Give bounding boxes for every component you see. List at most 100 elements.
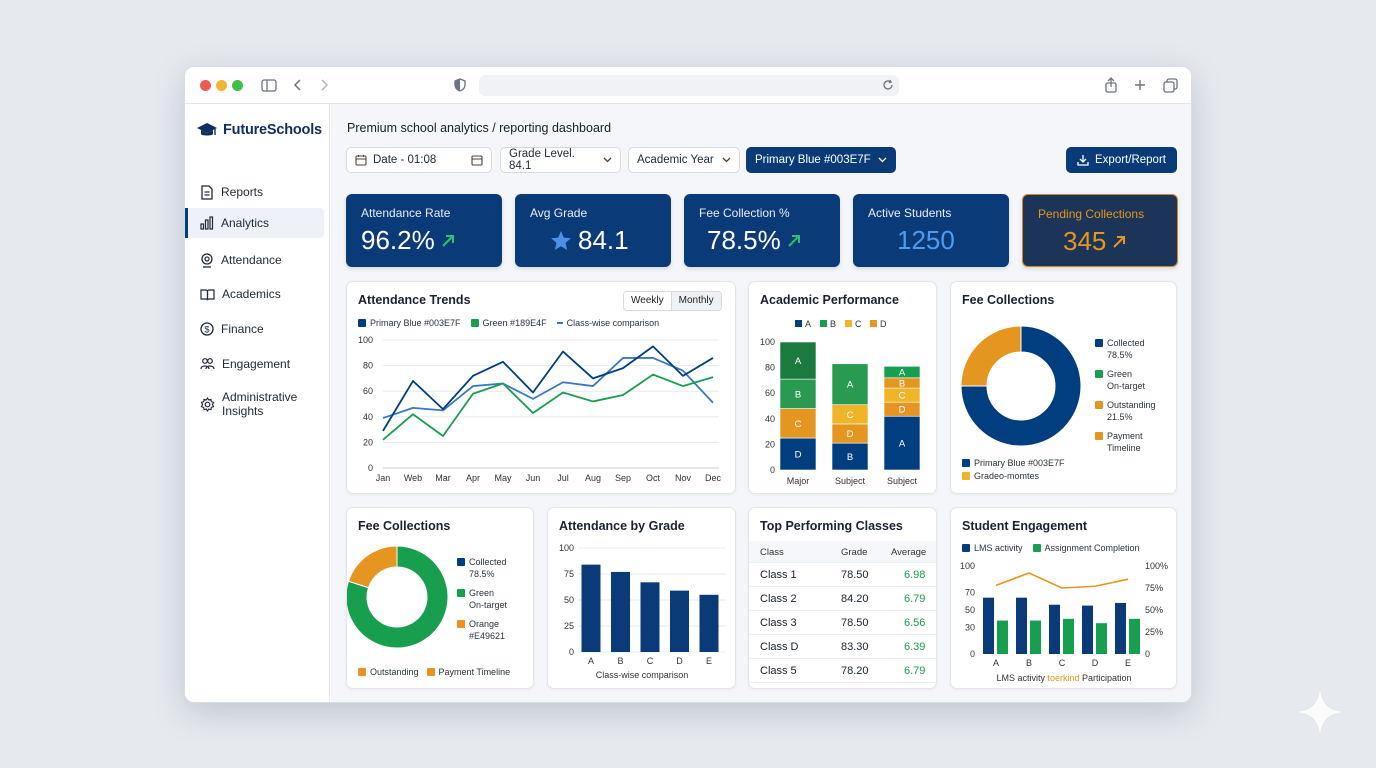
sidebar-item-finance[interactable]: $ Finance (185, 317, 330, 341)
table-row[interactable]: Class 1 78.50 6.98 (749, 563, 936, 587)
x-tick-label: Subject (887, 476, 918, 486)
kpi-value: 345 (1063, 226, 1107, 256)
sidebar-item-analytics[interactable]: Analytics (185, 208, 324, 238)
legend-label: Collected 78.5% (1107, 337, 1145, 361)
sidebar-item-reports[interactable]: Reports (185, 180, 330, 204)
download-icon (1077, 155, 1089, 166)
sidebar-item-administrative-insights[interactable]: Administrative Insights (185, 387, 330, 421)
top-classes-card: Top Performing Classes Class Grade Avera… (748, 507, 937, 689)
kpi-value: 1250 (897, 225, 955, 255)
y-tick-label: 50 (965, 605, 975, 615)
kpi-value: 96.2% (361, 225, 435, 255)
close-window-button[interactable] (200, 80, 211, 91)
share-icon[interactable] (1102, 76, 1120, 94)
stacked-bar-segment (779, 378, 817, 409)
grade-level-dropdown[interactable]: Grade Level. 84.1 (500, 147, 621, 173)
back-arrow-icon[interactable] (289, 76, 307, 94)
x-tick-label: Jul (557, 473, 569, 483)
bar-assignment (1096, 623, 1107, 654)
x-axis-label: LMS activity toerkind Participation (996, 673, 1131, 683)
legend-swatch (556, 322, 563, 324)
color-theme-dropdown[interactable]: Primary Blue #003E7F (746, 147, 896, 173)
legend-line: Collected (469, 557, 507, 567)
table-cell-cls: Class 1 (760, 569, 797, 581)
kpi-card-avg-grade[interactable]: Avg Grade 84.1 (515, 194, 671, 267)
y-tick-label: 20 (363, 437, 373, 447)
table-row[interactable]: Class 5 78.20 6.79 (749, 659, 936, 683)
sidebar-item-label: Reports (221, 185, 264, 199)
y-tick-label: 40 (765, 414, 775, 424)
stacked-bar-segment (883, 366, 921, 379)
toggle-monthly[interactable]: Monthly (671, 292, 721, 310)
sidebar-item-academics[interactable]: Academics (185, 282, 330, 306)
new-tab-icon[interactable] (1131, 76, 1149, 94)
graduation-cap-icon (197, 123, 217, 136)
main-content: Premium school analytics / reporting das… (331, 104, 1191, 702)
legend-label: Green On-target (1107, 368, 1145, 392)
x-tick-label: E (1125, 658, 1131, 668)
maximize-window-button[interactable] (232, 80, 243, 91)
legend-swatch (795, 320, 802, 327)
legend-item: Outstanding 21.5% (1095, 399, 1156, 423)
table-cell-avg: 6.79 (904, 665, 926, 677)
x-tick-label: Jun (526, 473, 541, 483)
column-header-grade: Grade (841, 547, 868, 558)
y-tick-label: 40 (363, 412, 373, 422)
table-row[interactable]: Class 2 84.20 6.79 (749, 587, 936, 611)
toggle-weekly[interactable]: Weekly (624, 292, 672, 310)
kpi-value: 78.5% (707, 225, 781, 255)
bar-lms (983, 597, 994, 654)
y-tick-label: 100 (960, 561, 975, 571)
y-tick-label: 0 (569, 647, 574, 657)
bar-lms (1049, 604, 1060, 654)
table-row[interactable]: Class 3 78.50 6.56 (749, 611, 936, 635)
legend-label: Class-wise comparison (566, 318, 660, 328)
forward-arrow-icon[interactable] (315, 76, 333, 94)
sidebar-item-engagement[interactable]: Engagement (185, 352, 330, 376)
brand[interactable]: FutureSchools (196, 121, 322, 139)
table-row[interactable]: Class D 83.30 6.39 (749, 635, 936, 659)
card-title: Fee Collections (358, 519, 451, 533)
export-label: Export/Report (1095, 154, 1166, 166)
stacked-bar-segment (779, 341, 817, 380)
bar-label: A (847, 380, 854, 391)
x-axis-label-part: LMS activity (996, 673, 1047, 683)
calendar-icon (355, 155, 367, 166)
y-tick-label: 20 (765, 439, 775, 449)
legend-swatch (820, 320, 827, 327)
address-bar[interactable] (479, 75, 899, 96)
tabs-overview-icon[interactable] (1161, 76, 1179, 94)
legend-swatch (358, 319, 366, 327)
donut-slice (347, 545, 449, 649)
x-tick-label: Jan (376, 473, 391, 483)
date-filter[interactable]: Date - 01:08 (346, 147, 492, 173)
table-cell-cls: Class D (760, 641, 799, 653)
kpi-card-pending-collections[interactable]: Pending Collections 345 (1022, 194, 1178, 267)
legend-line: 78.5% (1107, 350, 1133, 360)
trend-up-arrow-icon (1113, 235, 1126, 248)
table-cell-cls: Class 5 (760, 665, 797, 677)
sidebar-item-attendance[interactable]: Attendance (185, 248, 330, 272)
table-cell-avg: 6.39 (904, 641, 926, 653)
x-tick-label: E (706, 656, 712, 666)
export-report-button[interactable]: Export/Report (1066, 147, 1177, 173)
legend-label: C (855, 319, 862, 329)
kpi-card-attendance-rate[interactable]: Attendance Rate 96.2% (346, 194, 502, 267)
minimize-window-button[interactable] (216, 80, 227, 91)
fee-collections-donut-secondary (347, 545, 449, 649)
date-filter-value: Date - 01:08 (373, 154, 437, 166)
reload-icon[interactable] (879, 76, 897, 94)
y2-tick-label: 25% (1145, 627, 1163, 637)
kpi-label: Attendance Rate (361, 206, 451, 220)
academic-year-dropdown[interactable]: Academic Year (628, 147, 740, 173)
sidebar-toggle-icon[interactable] (260, 76, 278, 94)
card-title: Academic Performance (760, 293, 899, 307)
bar-label: C (899, 391, 906, 402)
card-title: Fee Collections (962, 293, 1055, 307)
kpi-card-fee-collection[interactable]: Fee Collection % 78.5% (684, 194, 840, 267)
kpi-card-active-students[interactable]: Active Students 1250 (853, 194, 1009, 267)
card-title: Top Performing Classes (760, 519, 903, 533)
stacked-bar-segment (779, 408, 817, 439)
bar-label: B (795, 389, 801, 400)
sparkle-watermark-icon (1298, 690, 1342, 734)
